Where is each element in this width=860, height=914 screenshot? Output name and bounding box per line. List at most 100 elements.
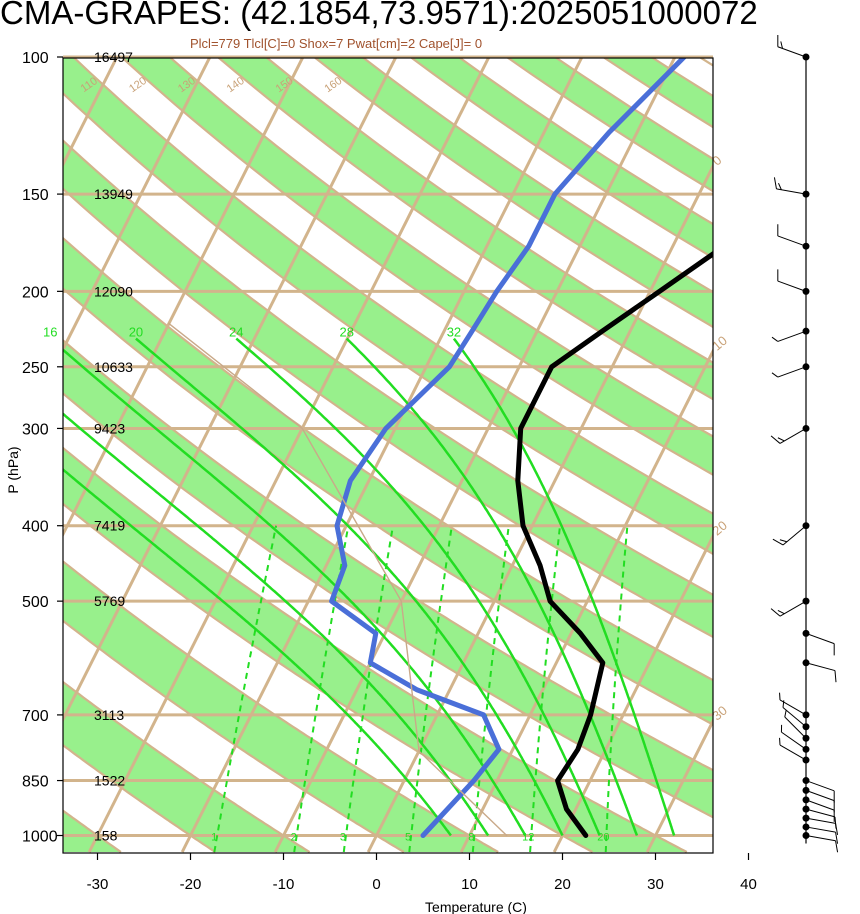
wind-barb-flag [772, 538, 784, 546]
isotherm-line [63, 58, 212, 353]
wind-barb-shaft [805, 808, 836, 818]
dry-adiabat-band [63, 140, 713, 637]
dry-adiabat-band [411, 58, 713, 258]
height-label: 12090 [94, 283, 133, 299]
isotherm-line [180, 58, 584, 853]
profile-series [168, 58, 713, 838]
wind-barb-shaft [805, 780, 835, 792]
chart-subtitle: Plcl=779 Tlcl[C]=0 Shox=7 Pwat[cm]=2 Cap… [190, 36, 483, 51]
wind-barb-flag [770, 435, 781, 444]
dry-adiabat-line [217, 58, 713, 401]
mixing-ratio-label: 8 [468, 832, 474, 844]
wind-barb-flag [834, 816, 837, 829]
temperature-tick-label: 40 [740, 876, 757, 893]
mixing-ratio-line [408, 525, 453, 853]
wind-barb-flag [835, 840, 839, 853]
wind-barb-shaft [805, 826, 836, 833]
dry-adiabat-band [63, 682, 310, 852]
wind-barb-shaft [779, 699, 807, 716]
dry-adiabat-line [63, 91, 713, 556]
wind-barb-flag [770, 608, 781, 617]
dry-adiabat-line [169, 58, 713, 438]
moist-adiabat-line [63, 348, 527, 837]
moist-adiabat-line [63, 467, 452, 837]
temperature-tick-label: 20 [554, 876, 571, 893]
pressure-tick-label: 300 [22, 421, 49, 438]
wind-barb-shaft [777, 235, 807, 247]
wind-barb-shaft [805, 662, 836, 672]
moist-adiabat-line [345, 337, 639, 836]
mixing-ratio-label: 12 [522, 832, 534, 844]
dry-adiabat-line [63, 187, 713, 639]
dry-adiabat-band [63, 340, 713, 818]
moist-adiabat-line [135, 337, 564, 836]
wind-barb-shaft [805, 799, 835, 811]
height-label: 1522 [94, 773, 125, 789]
moist-adiabat-label: 24 [229, 325, 243, 340]
height-label: 9423 [94, 420, 125, 436]
wind-barb-flag [835, 832, 839, 844]
height-label: 158 [94, 828, 118, 844]
dry-adiabat-line [63, 502, 594, 853]
isotherm-lines [63, 57, 860, 853]
dry-adiabat-band [63, 810, 121, 852]
wind-barb-flag [784, 709, 787, 718]
temperature-tick-label: -20 [180, 876, 202, 893]
mixing-ratio-label: 2 [291, 832, 297, 844]
wind-barb-shaft [805, 789, 835, 802]
plot-frame [62, 57, 714, 854]
isotherm-line [366, 162, 713, 853]
temperature-tick-label: 30 [647, 876, 664, 893]
moist-adiabat-line [452, 337, 676, 836]
mixing-ratio-line [529, 525, 561, 853]
isotherm-line [63, 58, 305, 538]
temperature-tick-label: 10 [461, 876, 478, 893]
wind-barb-shaft [777, 280, 807, 292]
dry-adiabat-line [63, 743, 216, 853]
height-label: 13949 [94, 186, 133, 202]
dry-adiabat-band [218, 58, 713, 400]
wind-barb-flag [773, 177, 777, 189]
pressure-tick-label: 400 [22, 519, 49, 536]
y-axis-label: P (hPa) [5, 446, 21, 493]
moist-adiabat-label: 28 [340, 325, 354, 340]
wind-barb-flag [778, 182, 782, 190]
isotherm-line [63, 58, 398, 723]
dry-adiabat-line [63, 560, 499, 853]
pressure-tick-label: 700 [22, 708, 49, 725]
wind-barb-shaft [782, 707, 807, 728]
wind-barb-shaft [777, 366, 807, 378]
dry-adiabat-line [63, 236, 713, 682]
chart-axes [57, 56, 750, 860]
isotherm-line [833, 57, 860, 852]
wind-barb-shaft [779, 744, 807, 761]
dry-adiabat-line [63, 392, 713, 819]
mixing-ratio-line [293, 525, 350, 853]
height-label: 5769 [94, 593, 125, 609]
pressure-tick-label: 150 [22, 187, 49, 204]
wind-barb-shaft [805, 817, 836, 824]
dry-adiabat-band [122, 58, 713, 475]
dry-adiabat-line [72, 58, 713, 515]
pressure-tick-label: 850 [22, 774, 49, 791]
wind-barb-flag [771, 372, 779, 378]
wind-barb-flag [779, 539, 787, 543]
isotherm-line [459, 347, 713, 853]
pressure-tick-label: 1000 [22, 829, 58, 846]
wind-barb-shaft [777, 330, 807, 342]
wind-barb-shaft [781, 731, 807, 750]
wind-barb-flag [780, 41, 783, 49]
wind-barb-flag [777, 610, 785, 615]
wind-barb-flag [771, 336, 779, 342]
pressure-tick-label: 500 [22, 594, 49, 611]
dry-adiabat-line [63, 287, 713, 726]
moist-adiabat-line [235, 337, 601, 836]
mixing-ratio-line [342, 525, 394, 853]
temperature-tick-label: -30 [87, 876, 109, 893]
dry-adiabat-line [699, 58, 713, 67]
moist-adiabat-label: 16 [43, 325, 57, 340]
mixing-ratio-label: 1 [211, 832, 217, 844]
dry-adiabat-line [120, 58, 713, 476]
dry-adiabat-line [63, 619, 405, 853]
